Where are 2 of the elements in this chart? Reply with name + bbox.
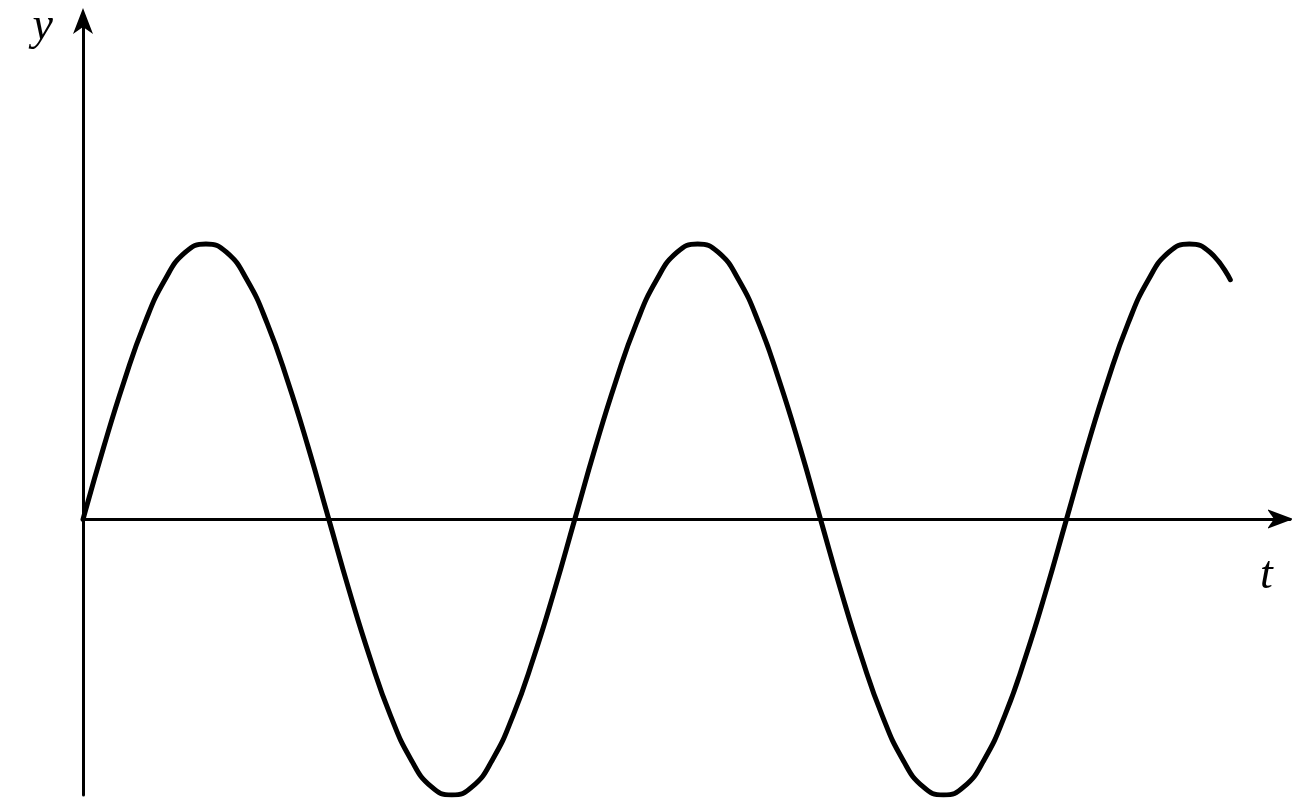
y-axis-title: y bbox=[28, 0, 54, 49]
x-axis-title: t bbox=[1260, 546, 1274, 598]
